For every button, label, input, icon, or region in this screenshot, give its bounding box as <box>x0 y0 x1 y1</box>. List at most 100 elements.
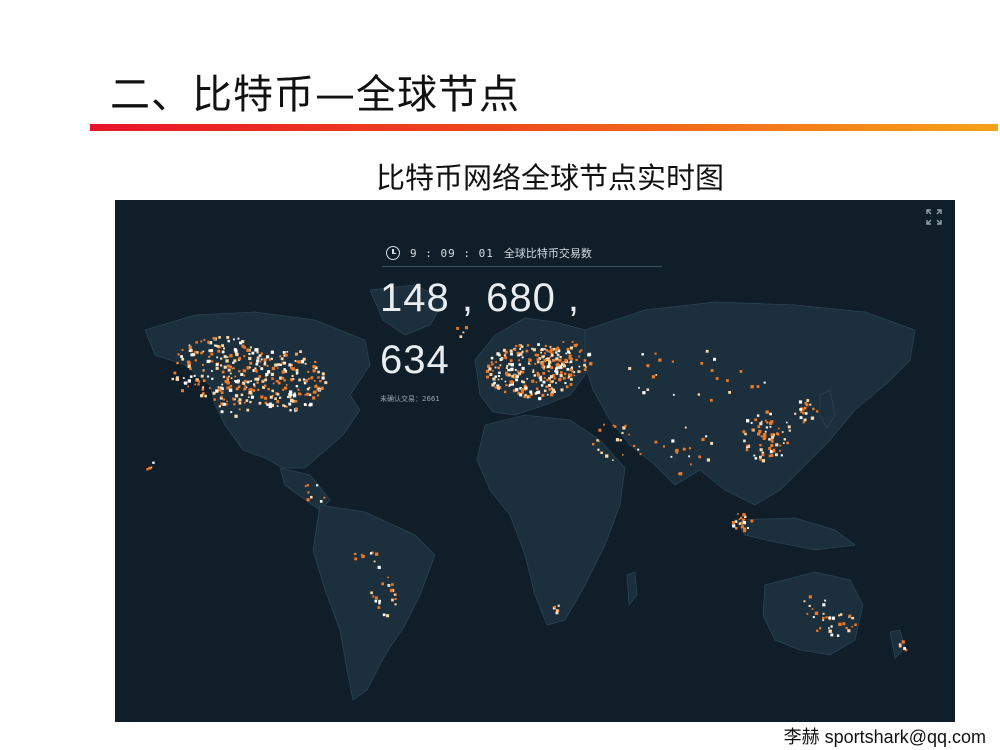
node-dot <box>275 380 278 382</box>
node-dot <box>220 387 224 391</box>
node-dot <box>903 647 906 650</box>
node-dot <box>246 366 250 370</box>
node-dot <box>271 351 273 353</box>
node-dot <box>289 366 293 370</box>
node-dot <box>759 422 763 426</box>
node-dot <box>769 421 773 425</box>
node-dot <box>182 377 185 379</box>
node-dot <box>202 369 205 372</box>
node-dot <box>621 431 624 434</box>
node-dot <box>369 552 373 555</box>
node-dot <box>243 401 246 404</box>
node-dot <box>210 349 214 352</box>
node-dot <box>688 455 691 458</box>
node-dot <box>779 449 781 452</box>
node-dot <box>571 370 574 373</box>
node-dot <box>181 357 185 361</box>
node-dot <box>256 371 258 373</box>
node-dot <box>200 374 204 378</box>
node-dot <box>781 431 784 433</box>
node-dot <box>226 356 229 358</box>
node-dot <box>587 352 592 357</box>
node-dot <box>769 425 772 428</box>
node-dot <box>555 372 559 375</box>
node-dot <box>562 361 565 364</box>
node-dot <box>263 358 267 362</box>
node-dot <box>248 388 251 391</box>
node-dot <box>556 364 559 367</box>
node-dot <box>743 527 747 531</box>
node-dot <box>242 381 246 385</box>
node-dot <box>794 412 797 415</box>
node-dot <box>772 433 775 437</box>
node-dot <box>269 395 273 399</box>
node-dot <box>297 388 300 391</box>
node-dot <box>802 408 805 411</box>
node-dot <box>175 377 179 381</box>
node-dot <box>806 613 809 615</box>
node-dot <box>756 385 760 388</box>
node-dot <box>313 380 316 382</box>
node-dot <box>760 420 763 423</box>
node-dot <box>258 365 261 368</box>
node-dot <box>562 341 565 343</box>
node-dot <box>583 368 587 371</box>
node-dot <box>226 381 230 385</box>
node-dot <box>738 522 741 525</box>
node-dot <box>249 400 252 404</box>
node-dot <box>543 389 547 393</box>
node-dot <box>194 359 197 362</box>
node-dot <box>805 403 809 407</box>
node-dot <box>804 412 808 415</box>
node-dot <box>260 367 264 371</box>
node-dot <box>523 395 527 399</box>
node-dot <box>546 365 550 369</box>
node-dot <box>759 448 763 452</box>
node-dot <box>510 382 514 386</box>
node-dot <box>519 352 523 356</box>
node-dot <box>498 371 501 374</box>
node-dot <box>557 363 561 367</box>
node-dot <box>537 343 540 346</box>
node-dot <box>534 392 538 395</box>
node-dot <box>531 379 535 383</box>
node-dot <box>187 379 191 383</box>
node-dot <box>808 595 812 599</box>
title-rule <box>90 124 998 131</box>
node-dot <box>272 382 275 385</box>
node-dot <box>223 355 227 359</box>
node-dot <box>816 629 819 632</box>
node-dot <box>845 626 848 630</box>
node-dot <box>743 439 746 443</box>
node-dot <box>726 379 729 382</box>
node-dot <box>171 377 174 381</box>
slide-title: 二、比特币—全球节点 <box>110 72 520 118</box>
expand-icon[interactable] <box>925 208 943 226</box>
node-dot <box>237 337 240 340</box>
node-dot <box>227 368 231 372</box>
node-dot <box>290 398 294 403</box>
node-dot <box>550 366 554 369</box>
node-dot <box>806 399 809 402</box>
node-dot <box>803 418 807 422</box>
node-dot <box>838 614 841 617</box>
node-dot <box>562 376 566 380</box>
node-dot <box>705 435 708 438</box>
node-dot <box>293 394 297 398</box>
node-dot <box>215 344 218 347</box>
node-dot <box>284 386 288 390</box>
node-dot <box>488 367 492 371</box>
node-dot <box>218 405 221 408</box>
europe-shape <box>474 317 594 416</box>
node-dot <box>202 370 205 373</box>
node-dot <box>321 376 325 380</box>
node-dot <box>282 351 286 354</box>
node-dot <box>768 438 771 441</box>
node-dot <box>555 351 558 354</box>
node-dot <box>291 367 295 371</box>
node-dot <box>517 391 521 395</box>
node-dot <box>229 372 232 375</box>
node-dot <box>218 336 221 339</box>
node-dot <box>710 398 713 402</box>
node-dot <box>497 386 501 390</box>
